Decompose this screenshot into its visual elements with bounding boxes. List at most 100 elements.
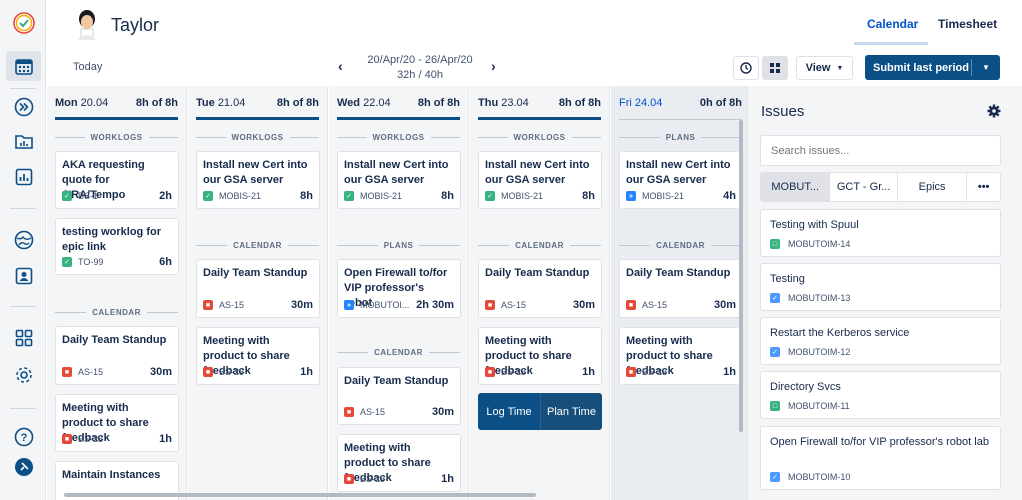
section-header: CALENDAR [619, 239, 743, 251]
issue-key: MOBIS-21 [501, 191, 544, 201]
filter-gct[interactable]: GCT - Gr... [830, 173, 898, 201]
issue-key: AS-15 [360, 407, 386, 417]
tab-calendar[interactable]: Calendar [867, 17, 919, 31]
chevron-down-icon[interactable]: ▼ [982, 63, 990, 72]
clock-view-button[interactable] [733, 56, 759, 80]
duration: 4h [723, 190, 736, 202]
period-dates: 20/Apr/20 - 26/Apr/20 [367, 54, 473, 66]
tab-timesheet[interactable]: Timesheet [938, 17, 998, 31]
issue-key: MOBUTOIM-12 [788, 347, 851, 357]
card-title: Open Firewall to/for VIP professor's rob… [344, 267, 448, 309]
issue-key: AS-15 [501, 300, 527, 310]
sidebar-divider [10, 88, 36, 89]
issue-item[interactable]: Directory Svcs □ MOBUTOIM-11 [760, 371, 1001, 419]
issue-key: MOBUTOIM-10 [788, 472, 851, 482]
plan-card[interactable]: Open Firewall to/for VIP professor's rob… [337, 259, 461, 318]
calendar-card[interactable]: Daily Team Standup ■ AS-15 30m [337, 367, 461, 425]
bug-icon: ■ [62, 367, 72, 377]
filter-mobut[interactable]: MOBUT... [761, 173, 831, 201]
card-title: Maintain Instances [62, 469, 161, 481]
calendar-card[interactable]: Meeting with product to share feedback ■… [337, 434, 461, 492]
section-header: CALENDAR [337, 346, 461, 358]
previous-period-button[interactable]: ‹ [338, 58, 343, 74]
submit-period-button[interactable]: Submit last period ▼ [865, 55, 1000, 80]
issue-item[interactable]: Restart the Kerberos service ✓ MOBUTOIM-1… [760, 317, 1001, 365]
contact-icon[interactable] [13, 265, 35, 287]
next-period-button[interactable]: › [491, 58, 496, 74]
bug-icon: ■ [626, 300, 636, 310]
worklog-card[interactable]: AKA requesting quote for JIRA/Tempo ✓ BS-… [55, 151, 179, 209]
today-button[interactable]: Today [73, 61, 103, 73]
duration: 2h 30m [416, 299, 454, 311]
worklog-card[interactable]: Install new Cert into our GSA server ✓ MO… [337, 151, 461, 209]
day-hours: 8h of 8h [135, 97, 178, 109]
issue-item[interactable]: Open Firewall to/for VIP professor's rob… [760, 426, 1001, 490]
card-title: Daily Team Standup [203, 267, 308, 279]
calendar-icon[interactable] [13, 55, 35, 77]
issue-item[interactable]: Testing with Spuul □ MOBUTOIM-14 [760, 209, 1001, 257]
vertical-scrollbar[interactable] [739, 120, 743, 432]
worklog-card[interactable]: testing worklog for epic link ✓ TO-99 6h [55, 218, 179, 275]
issue-item[interactable]: Testing ✓ MOBUTOIM-13 [760, 263, 1001, 311]
worklog-card[interactable]: Install new Cert into our GSA server ✓ MO… [196, 151, 320, 209]
view-dropdown[interactable]: View ▼ [796, 56, 853, 80]
issue-title: Testing [770, 273, 805, 285]
help-icon[interactable]: ? [13, 426, 35, 448]
issue-key: MOBUTOIM-13 [788, 293, 851, 303]
svg-text:?: ? [21, 432, 28, 444]
issues-panel: Issues MOBUT... GCT - Gr... Epics ••• Te… [747, 86, 1022, 500]
calendar-card[interactable]: Meeting with product to share feedback ■… [619, 327, 743, 385]
duration: 8h [582, 190, 595, 202]
globe-icon[interactable] [13, 229, 35, 251]
worklog-card[interactable]: Install new Cert into our GSA server ✓ MO… [478, 151, 602, 209]
expand-icon[interactable] [13, 96, 35, 118]
apps-icon[interactable] [13, 327, 35, 349]
gear-icon[interactable] [987, 104, 1001, 118]
issue-title: Directory Svcs [770, 381, 841, 393]
horizontal-scrollbar[interactable] [64, 493, 536, 497]
grid-view-button[interactable] [762, 56, 788, 80]
issue-filters: MOBUT... GCT - Gr... Epics ••• [760, 172, 1001, 202]
calendar-card[interactable]: Daily Team Standup ■ AS-15 30m [196, 259, 320, 318]
duration: 30m [572, 299, 595, 311]
section-header: CALENDAR [478, 239, 602, 251]
filter-epics[interactable]: Epics [898, 173, 968, 201]
card-title: Daily Team Standup [626, 267, 731, 279]
issue-key: BS-23 [501, 367, 527, 377]
card-title: Install new Cert into our GSA server [485, 159, 590, 186]
avatar[interactable] [74, 8, 100, 41]
calendar-card[interactable]: Daily Team Standup ■ AS-15 30m [55, 326, 179, 385]
card-title: Meeting with product to share feedback [62, 402, 149, 444]
story-icon: » [344, 300, 354, 310]
chevron-down-icon: ▼ [836, 64, 844, 72]
bug-icon: ■ [203, 300, 213, 310]
day-hours: 8h of 8h [417, 97, 460, 109]
bug-icon: ■ [485, 367, 495, 377]
calendar-card[interactable]: Daily Team Standup ■ AS-15 30m [478, 259, 602, 318]
grid-icon [770, 63, 780, 73]
day-date: Thu 23.04 [478, 97, 529, 109]
folder-chart-icon[interactable] [13, 130, 35, 152]
section-header: WORKLOGS [196, 131, 319, 143]
task-icon: ✓ [770, 293, 780, 303]
pin-icon[interactable] [13, 456, 35, 478]
log-time-button[interactable]: Log Time [478, 393, 540, 430]
tempo-logo-icon[interactable] [13, 12, 35, 34]
settings-icon[interactable] [13, 364, 35, 386]
calendar-card[interactable]: Daily Team Standup ■ AS-15 30m [619, 259, 743, 318]
calendar-card[interactable]: Meeting with product to share feedback ■… [196, 327, 320, 385]
day-hours: 8h of 8h [276, 97, 319, 109]
plan-card[interactable]: Install new Cert into our GSA server » MO… [619, 151, 743, 209]
header: Taylor Calendar Timesheet [47, 0, 1022, 50]
card-title: Daily Team Standup [485, 267, 590, 279]
button-separator [971, 59, 972, 76]
bug-icon: ■ [344, 474, 354, 484]
plan-time-button[interactable]: Plan Time [540, 393, 602, 430]
more-filters-button[interactable]: ••• [977, 181, 990, 193]
card-title: Daily Team Standup [344, 375, 449, 387]
calendar-card[interactable]: Meeting with product to share feedback ■… [55, 394, 179, 452]
card-title: Meeting with product to share feedback [203, 335, 290, 377]
chart-icon[interactable] [13, 166, 35, 188]
calendar-card[interactable]: Meeting with product to share feedback ■… [478, 327, 602, 385]
search-issues-input[interactable] [760, 135, 1001, 166]
